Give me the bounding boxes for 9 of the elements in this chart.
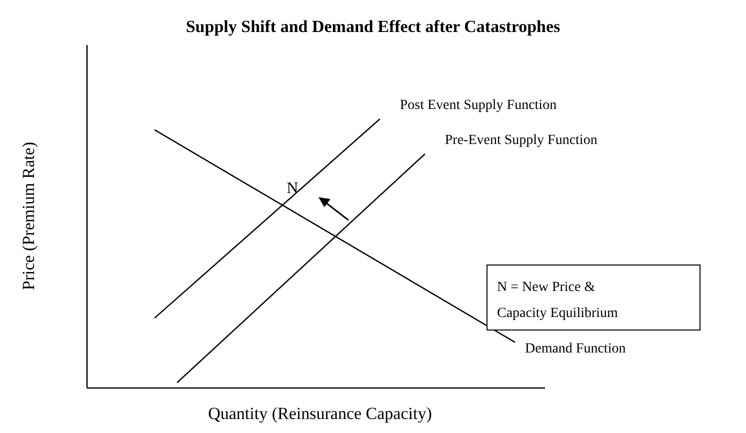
chart-title: Supply Shift and Demand Effect after Catastrophes [186, 17, 561, 36]
series-label: Post Event Supply Function [400, 98, 557, 113]
annotation: N [286, 180, 299, 198]
x-axis-title: Quantity (Reinsurance Capacity) [208, 404, 432, 423]
series-label: Pre-Event Supply Function [444, 132, 598, 148]
annotation: N = New Price & Capacity Equilibrium [497, 280, 618, 321]
series-label: Demand Function [525, 341, 626, 356]
note-box: N = New Price & Capacity Equilibrium [486, 264, 700, 330]
y-axis-title: Price (Premium Rate) [19, 142, 38, 290]
